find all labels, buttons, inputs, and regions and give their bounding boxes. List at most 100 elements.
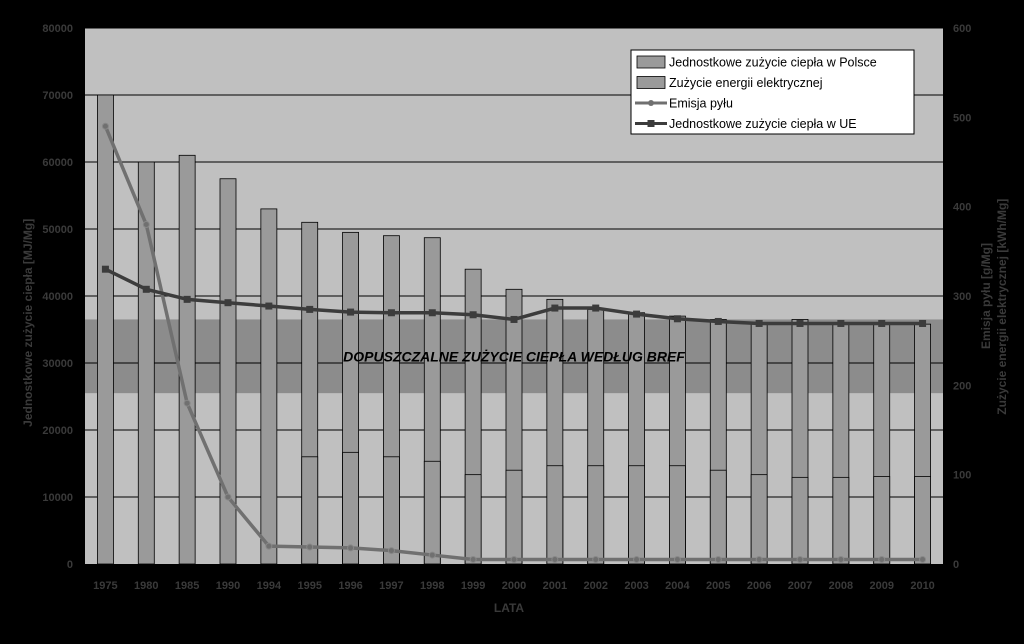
point-series3-2008 bbox=[837, 556, 845, 564]
x-tick-label: 2006 bbox=[747, 580, 771, 592]
point-series3-1996 bbox=[347, 544, 355, 552]
point-series3-2001 bbox=[551, 556, 559, 564]
legend-swatch-1 bbox=[636, 55, 666, 69]
point-series3-1980 bbox=[142, 221, 150, 229]
legend-label-1: Jednostkowe zużycie ciepła w Polsce bbox=[669, 56, 877, 70]
legend-label-3: Emisja pyłu bbox=[669, 97, 733, 111]
x-tick-label: 2000 bbox=[502, 580, 526, 592]
right-axis-ticks: 0 100 200 300 400 500 600 bbox=[953, 23, 971, 571]
right-tick-label: 400 bbox=[953, 202, 971, 214]
bar-series2-2000 bbox=[505, 469, 523, 565]
point-series3-1994 bbox=[265, 542, 273, 550]
point-series3-1990 bbox=[224, 493, 232, 501]
point-series4-2009 bbox=[878, 319, 886, 327]
left-tick-label: 60000 bbox=[42, 157, 73, 169]
x-tick-label: 1996 bbox=[338, 580, 362, 592]
legend-box bbox=[630, 49, 915, 135]
x-tick-label: 2002 bbox=[583, 580, 607, 592]
point-series3-1997 bbox=[387, 547, 395, 555]
point-series3-2010 bbox=[919, 556, 927, 564]
right-tick-label: 300 bbox=[953, 291, 971, 303]
point-series4-2007 bbox=[796, 319, 804, 327]
x-tick-label: 2007 bbox=[788, 580, 812, 592]
point-series4-1990 bbox=[224, 299, 232, 307]
legend-marker-4 bbox=[647, 120, 655, 127]
left-axis-ticks: 0 10000 20000 30000 40000 50000 60000 70000 8000… bbox=[42, 23, 73, 571]
point-series4-1980 bbox=[142, 285, 150, 293]
bar-series1-1985 bbox=[178, 154, 196, 565]
lines bbox=[101, 122, 927, 564]
x-tick-label: 1994 bbox=[257, 580, 282, 592]
point-series3-1998 bbox=[428, 551, 436, 559]
point-series4-1998 bbox=[428, 309, 436, 317]
point-series4-2006 bbox=[755, 319, 763, 327]
legend-label-4: Jednostkowe zużycie ciepła w UE bbox=[669, 117, 857, 131]
legend-label-2: Zużycie energii elektrycznej bbox=[669, 76, 823, 90]
bar-series1-1990 bbox=[219, 178, 237, 565]
point-series4-1985 bbox=[183, 295, 191, 303]
left-tick-label: 0 bbox=[67, 559, 73, 571]
x-tick-label: 1997 bbox=[379, 580, 403, 592]
right-axis-title-electricity: Zużycie energii elektrycznej [kWh/Mg] bbox=[995, 199, 1009, 415]
bar-series2-2005 bbox=[709, 469, 727, 565]
point-series3-2007 bbox=[796, 556, 804, 564]
left-tick-label: 70000 bbox=[42, 90, 73, 102]
band-label-layer: DOPUSZCZALNE ZUŻYCIE CIEPŁA WEDŁUG BREF bbox=[343, 348, 685, 364]
right-tick-label: 500 bbox=[953, 112, 971, 124]
legend: Jednostkowe zużycie ciepła w Polsce Zużyc… bbox=[630, 49, 915, 135]
left-tick-label: 20000 bbox=[42, 425, 73, 437]
bar-series1-1980 bbox=[137, 161, 155, 565]
bar-series2-2008 bbox=[832, 476, 850, 565]
bar-series2-1998 bbox=[423, 460, 441, 565]
left-tick-label: 10000 bbox=[42, 492, 73, 504]
point-series3-2006 bbox=[755, 556, 763, 564]
point-series4-1995 bbox=[306, 305, 314, 313]
point-series3-2003 bbox=[633, 556, 641, 564]
legend-swatch-2 bbox=[636, 76, 666, 89]
bar-series1-1994 bbox=[260, 208, 278, 565]
x-tick-label: 1975 bbox=[93, 580, 117, 592]
right-tick-label: 0 bbox=[953, 559, 959, 571]
bar-series2-2007 bbox=[791, 476, 809, 565]
point-series3-1995 bbox=[306, 543, 314, 551]
point-series3-2002 bbox=[592, 556, 600, 564]
point-series4-1994 bbox=[265, 302, 273, 310]
bar-series2-1996 bbox=[342, 451, 359, 565]
right-tick-label: 200 bbox=[953, 380, 971, 392]
point-series3-2005 bbox=[714, 556, 722, 564]
x-axis-ticks: 1975 1980 1985 1990 1994 1995 1996 1997 1998 1999… bbox=[93, 580, 935, 592]
x-tick-label: 2010 bbox=[910, 580, 934, 592]
x-tick-label: 1998 bbox=[420, 580, 444, 592]
point-series4-2002 bbox=[592, 304, 600, 312]
x-tick-label: 1985 bbox=[175, 580, 199, 592]
point-series4-2000 bbox=[510, 315, 518, 323]
x-tick-label: 2005 bbox=[706, 580, 730, 592]
bar-series2-2002 bbox=[587, 465, 605, 565]
bar-series2-2010 bbox=[914, 476, 931, 565]
x-tick-label: 2003 bbox=[624, 580, 648, 592]
point-series4-2001 bbox=[551, 304, 559, 312]
point-series3-1985 bbox=[183, 399, 191, 407]
x-tick-label: 1995 bbox=[297, 580, 321, 592]
x-tick-label: 1999 bbox=[461, 580, 485, 592]
point-series4-2003 bbox=[633, 310, 641, 318]
bar-series2-1997 bbox=[383, 456, 400, 565]
right-tick-label: 600 bbox=[953, 23, 971, 35]
point-series4-1999 bbox=[469, 311, 477, 319]
x-tick-label: 2004 bbox=[665, 580, 690, 592]
left-tick-label: 50000 bbox=[42, 224, 73, 236]
bar-series2-1999 bbox=[464, 474, 482, 565]
legend-marker-3 bbox=[648, 100, 654, 106]
right-tick-label: 100 bbox=[953, 470, 971, 482]
point-series4-2008 bbox=[837, 319, 845, 327]
x-tick-label: 2008 bbox=[829, 580, 853, 592]
point-series4-1996 bbox=[347, 308, 355, 316]
point-series3-1999 bbox=[469, 556, 477, 564]
legend-items: Jednostkowe zużycie ciepła w Polsce Zużyc… bbox=[635, 55, 877, 131]
point-series4-2005 bbox=[714, 317, 722, 325]
left-axis-title: Jednostkowe zużycie ciepła [MJ/Mg] bbox=[21, 219, 35, 427]
point-series4-2004 bbox=[673, 315, 681, 323]
point-series3-2004 bbox=[673, 556, 681, 564]
